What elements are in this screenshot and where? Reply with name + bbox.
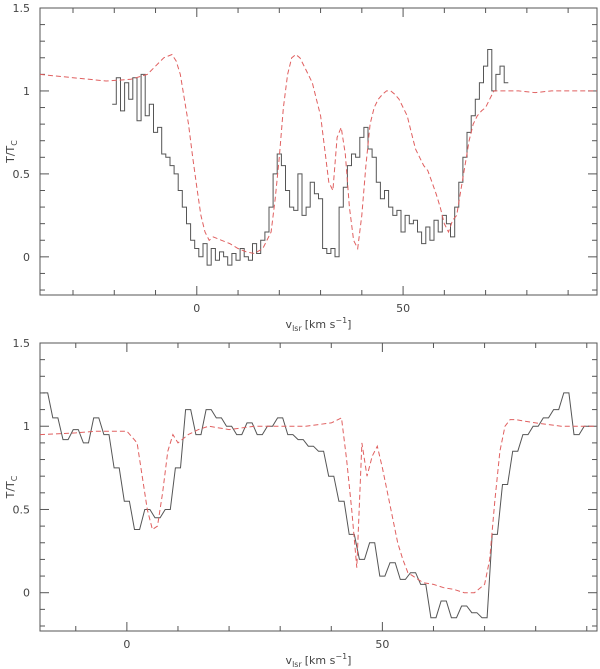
y-axis-title-main: T/T [4, 481, 17, 499]
y-tick-label: 1 [23, 85, 30, 98]
series-dashed [39, 53, 597, 255]
bottom-chart: 0 50 0 0.5 1 1.5 vlsr [km s−1] T/TC [4, 337, 598, 669]
x-axis-title-exp: −1 [335, 316, 347, 325]
y-tick-label: 0.5 [13, 168, 31, 181]
x-tick-label: 0 [193, 302, 200, 315]
y-tick-label: 0 [23, 251, 30, 264]
x-axis-title-close: ] [347, 318, 351, 331]
x-tick-label: 50 [375, 638, 389, 651]
y-axis-title-sub: C [10, 475, 19, 481]
x-axis-title-sub: lsr [292, 324, 302, 333]
x-tick-label: 0 [123, 638, 130, 651]
series-histogram [112, 49, 509, 266]
x-axis-title-sub: lsr [292, 660, 302, 669]
x-tick-label: 50 [396, 302, 410, 315]
plot-frame [39, 342, 598, 632]
y-axis-title: T/TC [4, 140, 19, 164]
series-histogram [42, 392, 590, 619]
y-axis-title-sub: C [10, 140, 19, 146]
x-axis-title-units: [km s [305, 318, 336, 331]
x-axis-title: vlsr [km s−1] [286, 652, 352, 669]
series-dashed [39, 417, 597, 594]
y-tick-label: 0 [23, 587, 30, 600]
y-tick-label: 1.5 [13, 337, 31, 350]
top-chart: 0 50 0 0.5 1 1.5 vlsr [km s−1] T/TC [4, 2, 598, 333]
x-axis-title-exp: −1 [335, 652, 347, 661]
y-axis-title-main: T/T [4, 145, 17, 163]
y-tick-label: 0.5 [13, 503, 31, 516]
x-axis-title-main: v [286, 654, 293, 667]
x-axis-title-close: ] [347, 654, 351, 667]
y-tick-label: 1 [23, 420, 30, 433]
x-axis-title: vlsr [km s−1] [286, 316, 352, 333]
y-axis-title: T/TC [4, 475, 19, 499]
x-axis-title-main: v [286, 318, 293, 331]
x-axis-title-units: [km s [305, 654, 336, 667]
plot-frame [39, 7, 598, 296]
y-tick-label: 1.5 [13, 2, 31, 15]
